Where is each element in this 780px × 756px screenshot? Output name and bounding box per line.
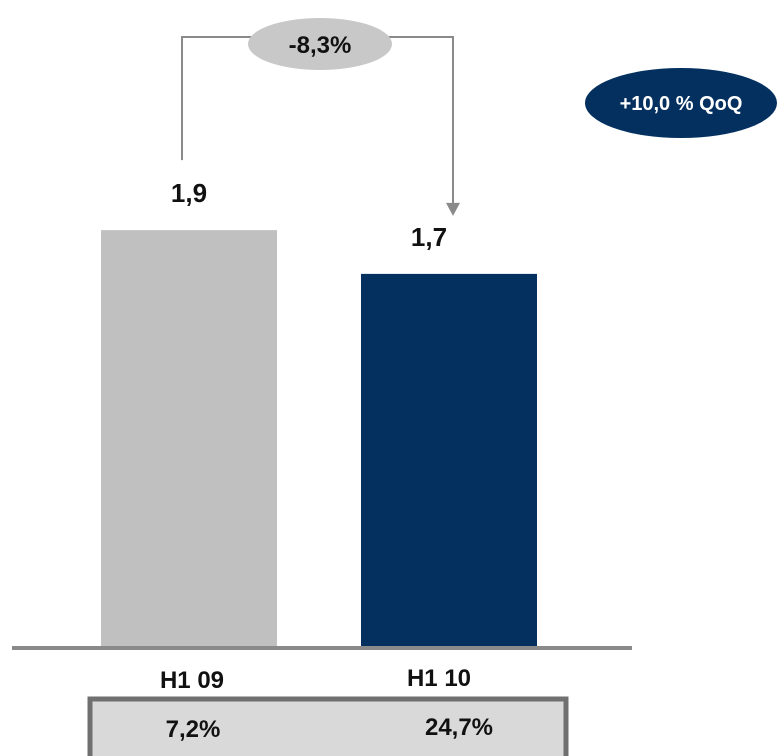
arrow-down-icon — [446, 202, 460, 216]
bar-h1-09 — [101, 230, 277, 646]
change-pill — [248, 18, 392, 70]
footer-value-h1-10: 24,7% — [425, 714, 493, 741]
data-label: 1,7 — [411, 222, 447, 252]
footer-box-frame — [87, 696, 569, 756]
change-label: -8,3% — [289, 32, 352, 59]
qoq-badge-shape — [585, 68, 777, 138]
bars-layer — [101, 230, 537, 646]
data-label: 1,9 — [171, 178, 207, 208]
change-connector: -8,3% — [181, 18, 460, 216]
footer-value-h1-09: 7,2% — [166, 716, 221, 743]
labels-layer: 1,9 H1 09 1,7 H1 10 — [160, 178, 471, 694]
bar-h1-10 — [361, 273, 537, 646]
qoq-badge: +10,0 % QoQ — [585, 68, 777, 138]
qoq-badge-label: +10,0 % QoQ — [620, 93, 743, 115]
category-label: H1 09 — [160, 667, 224, 694]
category-label: H1 10 — [407, 665, 471, 692]
footer-box: 7,2% 24,7% — [87, 696, 569, 756]
